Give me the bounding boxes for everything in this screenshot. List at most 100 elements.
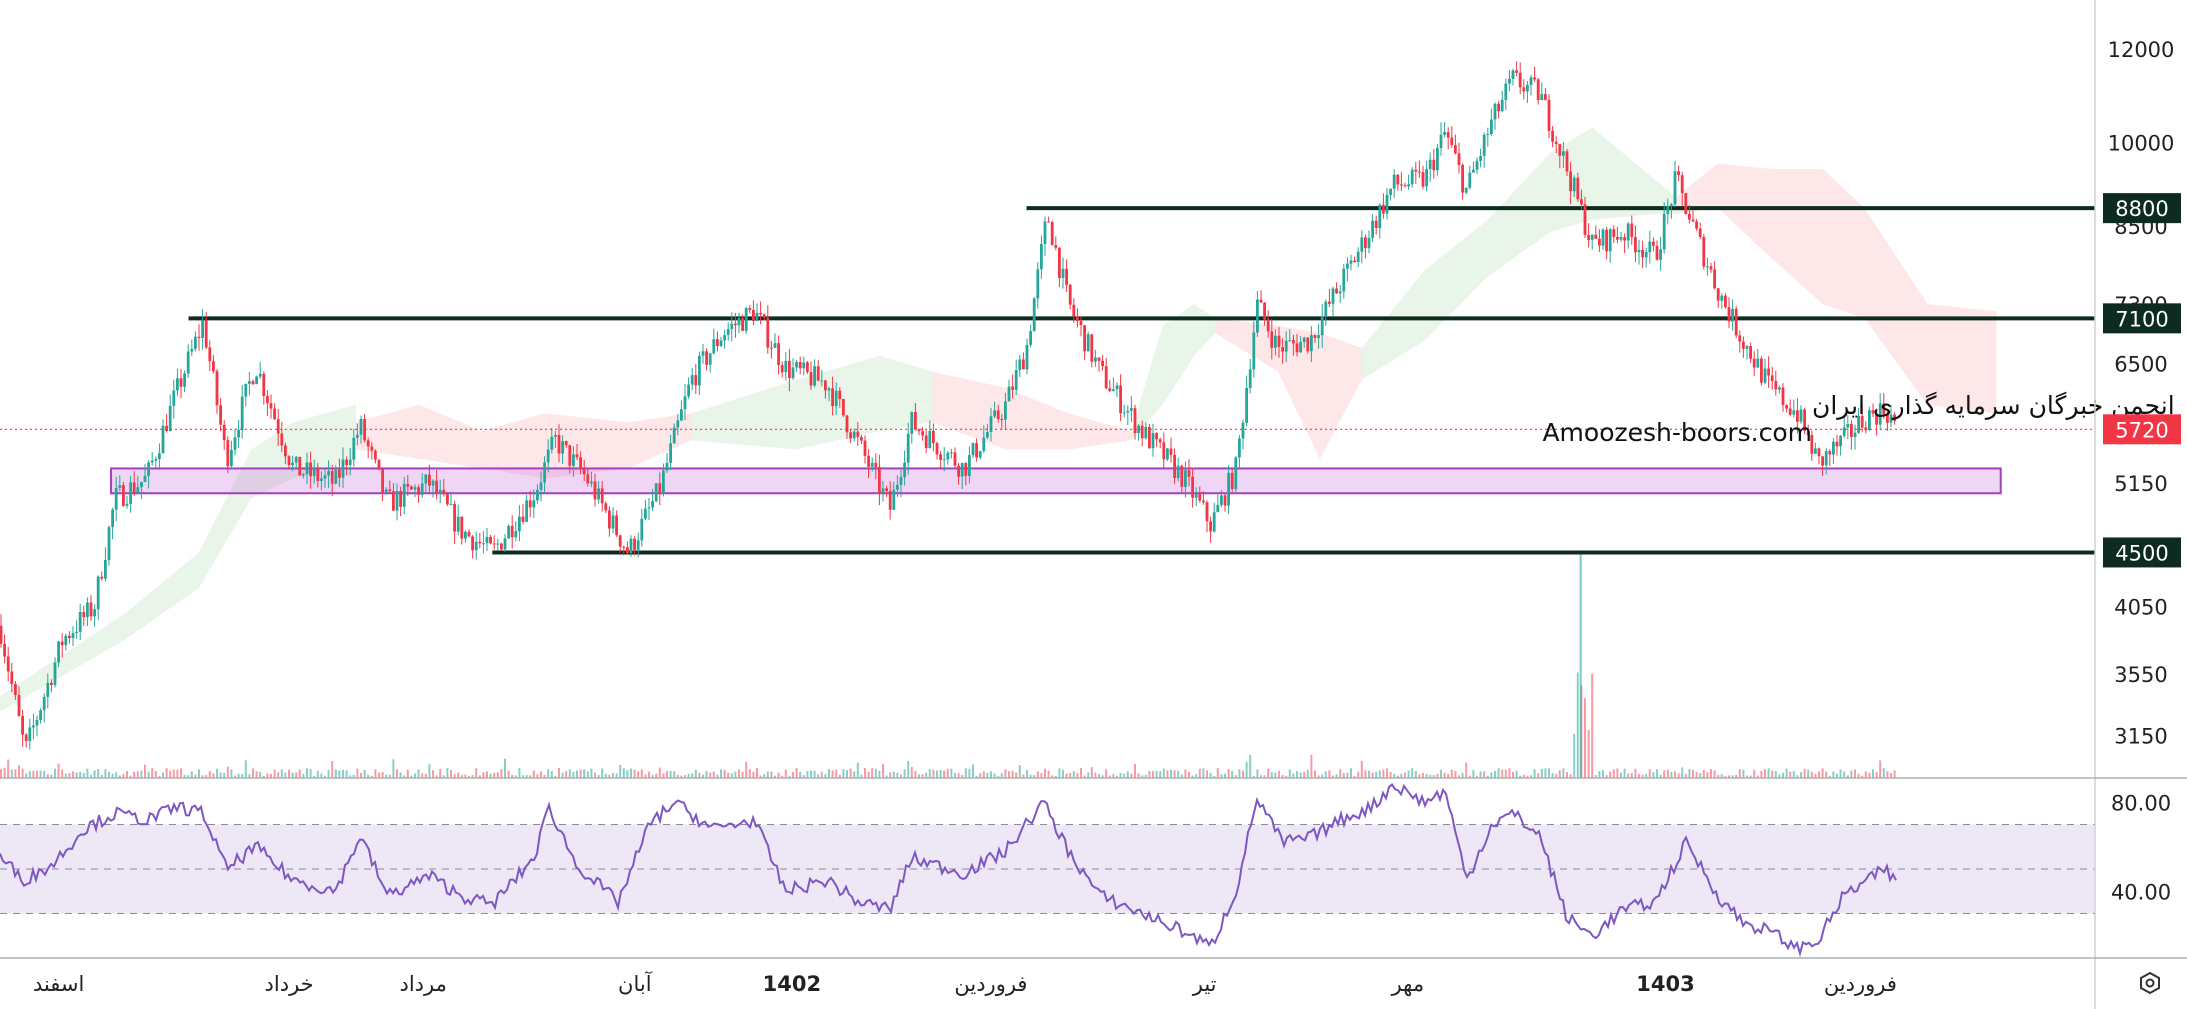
candle-body-215 bbox=[773, 343, 777, 348]
volume-bar-278 bbox=[1000, 773, 1003, 778]
candle-body-168 bbox=[604, 503, 608, 511]
volume-bar-241 bbox=[867, 771, 870, 778]
volume-bar-12 bbox=[43, 770, 46, 778]
volume-bar-207 bbox=[745, 761, 748, 778]
volume-bar-298 bbox=[1072, 771, 1075, 778]
candle-body-480 bbox=[1727, 307, 1731, 322]
volume-bar-460 bbox=[1656, 769, 1658, 778]
volume-bar-91 bbox=[327, 769, 330, 778]
candle-body-274 bbox=[986, 432, 989, 438]
candle-body-331 bbox=[1191, 476, 1194, 498]
candle-body-202 bbox=[726, 329, 730, 336]
volume-bar-77 bbox=[277, 772, 280, 778]
candle-body-62 bbox=[222, 424, 226, 441]
volume-bar-2 bbox=[7, 759, 10, 778]
volume-bar-454 bbox=[1634, 768, 1637, 778]
candle-body-312 bbox=[1122, 412, 1126, 414]
candle-body-26 bbox=[93, 609, 96, 617]
volume-bar-110 bbox=[396, 769, 398, 778]
volume-bar-421 bbox=[1515, 770, 1518, 778]
volume-bar-310 bbox=[1116, 775, 1118, 778]
volume-bar-374 bbox=[1346, 772, 1349, 778]
volume-bar-423 bbox=[1522, 774, 1525, 778]
volume-bar-409 bbox=[1472, 770, 1475, 778]
candle-body-467 bbox=[1680, 175, 1684, 194]
volume-bar-265 bbox=[954, 772, 956, 778]
candle-body-438 bbox=[1576, 177, 1580, 200]
candle-body-356 bbox=[1281, 347, 1284, 352]
volume-bar-348 bbox=[1252, 775, 1255, 778]
volume-bar-5 bbox=[18, 765, 20, 778]
candle-body-159 bbox=[572, 454, 575, 466]
volume-bar-334 bbox=[1202, 768, 1205, 778]
volume-bar-510 bbox=[1836, 773, 1838, 778]
volume-bar-232 bbox=[835, 769, 838, 778]
candle-body-489 bbox=[1760, 358, 1763, 383]
volume-bar-168 bbox=[604, 773, 607, 778]
volume-bar-10 bbox=[36, 770, 38, 778]
volume-bar-195 bbox=[702, 774, 704, 778]
volume-bar-245 bbox=[882, 764, 884, 778]
candle-body-400 bbox=[1439, 134, 1443, 148]
candle-body-363 bbox=[1306, 337, 1310, 352]
candle-body-526 bbox=[1893, 414, 1896, 422]
volume-bar-367 bbox=[1321, 774, 1324, 778]
volume-bar-263 bbox=[946, 768, 949, 778]
volume-bar-14 bbox=[50, 774, 53, 778]
candle-body-452 bbox=[1626, 223, 1630, 241]
volume-bar-65 bbox=[234, 775, 236, 778]
candle-body-180 bbox=[647, 507, 651, 509]
candle-body-362 bbox=[1302, 337, 1306, 342]
volume-bar-364 bbox=[1310, 754, 1313, 778]
candle-body-335 bbox=[1205, 502, 1209, 522]
candle-body-157 bbox=[564, 441, 568, 446]
candle-body-224 bbox=[806, 362, 809, 372]
time-tick-label: فروردین bbox=[1824, 972, 1897, 996]
settings-hexagon-icon[interactable] bbox=[2140, 971, 2160, 995]
candle-body-386 bbox=[1389, 188, 1392, 195]
candle-body-268 bbox=[964, 463, 968, 476]
volume-bar-171 bbox=[615, 773, 618, 778]
candle-body-183 bbox=[658, 483, 662, 494]
candle-body-63 bbox=[226, 440, 230, 467]
candle-body-162 bbox=[582, 469, 586, 475]
volume-bar-85 bbox=[306, 768, 308, 778]
volume-bar-89 bbox=[320, 773, 323, 778]
candle-body-190 bbox=[683, 396, 687, 410]
candle-body-50 bbox=[179, 378, 183, 387]
cloud-segment-5 bbox=[1131, 304, 1216, 441]
candle-body-448 bbox=[1612, 229, 1616, 237]
candle-body-267 bbox=[960, 463, 964, 477]
volume-bar-107 bbox=[385, 774, 388, 778]
candle-body-260 bbox=[935, 443, 939, 455]
volume-bar-50 bbox=[180, 768, 182, 778]
volume-bar-188 bbox=[676, 774, 679, 778]
volume-bar-156 bbox=[561, 772, 564, 778]
volume-bar-93 bbox=[334, 769, 337, 778]
volume-bar-158 bbox=[568, 769, 571, 778]
volume-bar-309 bbox=[1112, 773, 1115, 778]
volume-bar-302 bbox=[1087, 772, 1090, 778]
candle-body-199 bbox=[716, 339, 719, 346]
candle-body-442 bbox=[1590, 234, 1594, 240]
volume-bar-165 bbox=[594, 772, 596, 778]
volume-bar-296 bbox=[1065, 773, 1068, 778]
candle-body-32 bbox=[114, 488, 118, 510]
volume-bar-249 bbox=[896, 772, 899, 778]
candle-body-130 bbox=[467, 531, 471, 537]
candle-body-115 bbox=[413, 487, 417, 490]
volume-bar-457 bbox=[1645, 773, 1648, 778]
volume-bar-427 bbox=[1537, 773, 1540, 778]
candle-body-263 bbox=[946, 452, 950, 460]
candle-body-340 bbox=[1223, 495, 1227, 506]
volume-bar-74 bbox=[266, 773, 269, 778]
volume-bar-196 bbox=[705, 770, 708, 778]
candle-body-201 bbox=[723, 335, 726, 341]
volume-bar-149 bbox=[536, 774, 539, 778]
volume-bar-211 bbox=[759, 775, 762, 778]
volume-bar-517 bbox=[1861, 775, 1864, 778]
volume-bar-86 bbox=[309, 768, 312, 778]
candle-body-153 bbox=[550, 436, 554, 450]
volume-bar-191 bbox=[687, 773, 690, 778]
